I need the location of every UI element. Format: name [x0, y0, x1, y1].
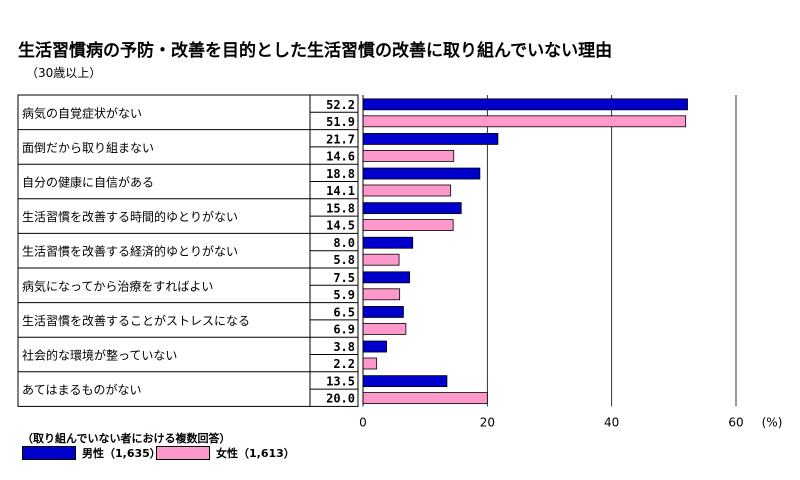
bar-male: [362, 340, 388, 353]
bar-male: [362, 236, 414, 249]
category-label: 病気の自覚症状がない: [22, 105, 142, 120]
chart-subtitle: （30歳以上）: [26, 66, 102, 80]
category-label: あてはまるものがない: [22, 382, 142, 397]
bar-male: [362, 167, 481, 180]
bar-female: [362, 288, 401, 301]
category-label: 生活習慣を改善することがストレスになる: [22, 313, 250, 328]
x-tick-label: 60: [728, 415, 743, 429]
data-label-female: 20.0: [326, 392, 355, 406]
bar-male: [362, 306, 404, 318]
data-label-male: 18.8: [326, 167, 355, 181]
label-table-frame: [17, 94, 359, 407]
data-label-female: 14.5: [326, 219, 355, 233]
data-label-male: 21.7: [326, 132, 355, 146]
data-label-male: 8.0: [333, 236, 355, 250]
data-label-male: 3.8: [333, 340, 355, 354]
data-label-female: 5.9: [333, 288, 355, 302]
legend-item-male: 男性（1,635）: [22, 446, 161, 460]
category-label: 生活習慣を改善する経済的ゆとりがない: [22, 244, 238, 259]
category-label: 自分の健康に自信がある: [22, 175, 154, 190]
legend-swatch-male: [22, 446, 76, 460]
data-label-female: 2.2: [333, 357, 355, 371]
bar-female: [362, 219, 454, 231]
bar-male: [362, 98, 688, 111]
bar-female: [362, 322, 407, 335]
bar-chart: 病気の自覚症状がない 52.2 51.9 面倒だから取り組まない 21.7 14.6 自分の…: [17, 94, 783, 429]
category-label: 社会的な環境が整っていない: [22, 348, 177, 363]
data-label-female: 5.8: [333, 253, 355, 267]
data-label-male: 15.8: [326, 202, 355, 216]
data-label-female: 14.6: [326, 149, 355, 163]
bar-female: [362, 357, 378, 370]
data-label-female: 6.9: [333, 322, 355, 336]
bar-female: [362, 184, 452, 197]
respondent-note: （取り組んでいない者における複数回答）: [22, 432, 231, 445]
x-tick-label: 40: [604, 415, 619, 429]
bar-male: [362, 202, 462, 215]
data-label-female: 51.9: [326, 115, 355, 129]
bar-male: [362, 271, 411, 284]
category-label: 生活習慣を改善する時間的ゆとりがない: [22, 209, 238, 224]
chart-title: 生活習慣病の予防・改善を目的とした生活習慣の改善に取り組んでいない理由: [18, 41, 613, 61]
data-label-male: 6.5: [333, 305, 355, 319]
data-label-male: 13.5: [326, 375, 355, 389]
bar-male: [362, 133, 499, 145]
x-tick-label: 20: [480, 415, 495, 429]
legend-swatch-female: [156, 446, 210, 460]
bar-female: [362, 149, 455, 162]
bar-female: [362, 115, 687, 128]
category-label: 病気になってから治療をすればよい: [22, 278, 213, 293]
x-unit-label: (%): [762, 415, 783, 429]
legend-item-female: 女性（1,613）: [156, 446, 295, 460]
bar-female: [362, 253, 400, 266]
bar-male: [362, 375, 448, 388]
x-tick-label: 0: [359, 415, 367, 429]
legend-label-male: 男性（1,635）: [82, 447, 161, 460]
data-label-female: 14.1: [326, 184, 355, 198]
bar-female: [362, 392, 488, 404]
legend-label-female: 女性（1,613）: [216, 447, 295, 460]
data-label-male: 7.5: [333, 271, 355, 285]
category-label: 面倒だから取り組まない: [22, 141, 154, 155]
data-label-male: 52.2: [326, 98, 355, 112]
